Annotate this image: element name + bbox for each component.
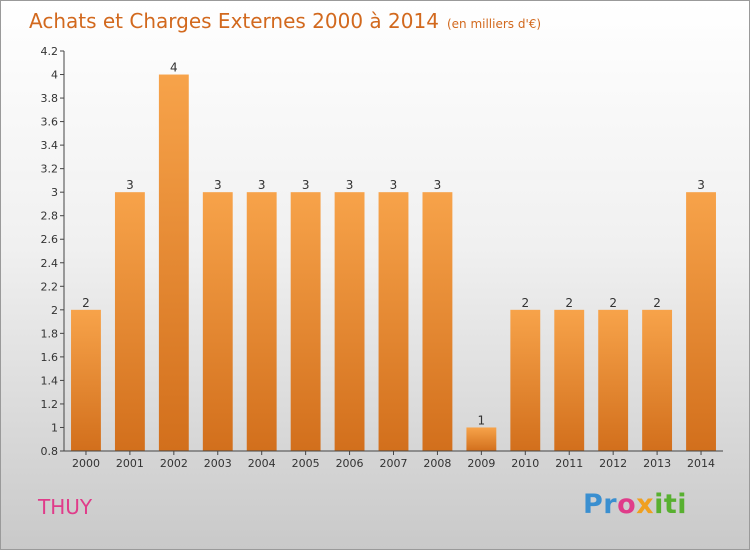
bar (554, 309, 585, 451)
bar-value-label: 3 (258, 178, 266, 192)
bar (202, 192, 233, 452)
bar (114, 192, 145, 452)
bar-value-label: 3 (434, 178, 442, 192)
bar (158, 74, 189, 451)
bar-value-label: 3 (697, 178, 705, 192)
bar (71, 309, 101, 451)
y-tick-label: 0.8 (41, 445, 59, 458)
title-text: Achats et Charges Externes 2000 à 2014 (29, 9, 439, 33)
bar (334, 192, 365, 452)
y-tick-label: 1.6 (41, 351, 59, 364)
x-tick-label: 2001 (116, 457, 144, 470)
x-tick-label: 2000 (72, 457, 100, 470)
bar-value-label: 3 (126, 178, 134, 192)
bar (598, 309, 629, 451)
x-tick-label: 2010 (511, 457, 539, 470)
bar (466, 427, 497, 451)
y-tick-label: 1 (51, 421, 58, 434)
bar (290, 192, 321, 452)
bar-value-label: 2 (609, 296, 617, 310)
bar (642, 309, 673, 451)
y-tick-label: 3.8 (41, 92, 59, 105)
logo-part: o (617, 489, 637, 520)
commune-name: THUY (38, 495, 93, 519)
bar-value-label: 2 (82, 296, 90, 310)
y-tick-label: 2 (51, 304, 58, 317)
y-tick-label: 1.8 (41, 327, 59, 340)
x-tick-label: 2014 (687, 457, 715, 470)
x-tick-label: 2011 (555, 457, 583, 470)
logo-part: Pr (583, 489, 618, 520)
bar-value-label: 2 (521, 296, 529, 310)
y-tick-label: 2.2 (41, 280, 59, 293)
x-tick-label: 2013 (643, 457, 671, 470)
y-tick-label: 1.2 (41, 398, 59, 411)
y-tick-label: 3.6 (41, 116, 59, 129)
bar-value-label: 3 (346, 178, 354, 192)
chart-title: Achats et Charges Externes 2000 à 2014 (e… (29, 9, 541, 33)
x-tick-label: 2004 (248, 457, 276, 470)
x-tick-label: 2007 (380, 457, 408, 470)
y-tick-label: 3 (51, 186, 58, 199)
x-tick-label: 2005 (292, 457, 320, 470)
bar-value-label: 2 (653, 296, 661, 310)
x-tick-label: 2006 (336, 457, 364, 470)
bar (246, 192, 277, 452)
y-tick-label: 2.4 (41, 257, 59, 270)
bar-value-label: 3 (302, 178, 310, 192)
y-tick-label: 4.2 (41, 45, 59, 58)
logo-part: x (636, 489, 655, 520)
x-tick-label: 2003 (204, 457, 232, 470)
x-axis: 2000 2001 2002 2003 2004 2005 2006 2007 2008 2009… (64, 450, 723, 470)
x-tick-label: 2009 (467, 457, 495, 470)
bar (378, 192, 409, 452)
y-axis: 0.8 1 1.2 1.4 1.6 1.8 2 2.2 2.4 2.6 2.8 3 3.2 3.4 3.6 3… (41, 45, 65, 458)
y-tick-label: 4 (51, 69, 58, 82)
bar-value-label: 2 (565, 296, 573, 310)
proxiti-logo: Proxiti (583, 489, 687, 520)
chart-subtitle: (en milliers d'€) (446, 17, 542, 31)
y-tick-label: 3.2 (41, 163, 59, 176)
y-tick-label: 2.6 (41, 233, 59, 246)
bar-value-label: 3 (390, 178, 398, 192)
y-tick-label: 1.4 (41, 374, 59, 387)
x-tick-label: 2008 (423, 457, 451, 470)
x-tick-label: 2012 (599, 457, 627, 470)
x-tick-label: 2002 (160, 457, 188, 470)
y-tick-label: 2.8 (41, 210, 59, 223)
bar (686, 192, 716, 452)
bar (422, 192, 453, 452)
bar-value-label: 1 (478, 413, 486, 427)
logo-part: iti (654, 489, 688, 520)
y-tick-label: 3.4 (41, 139, 59, 152)
bar (510, 309, 541, 451)
bars: 2 3 4 3 3 3 3 3 3 1 2 2 2 2 3 (71, 61, 716, 452)
bar-value-label: 4 (170, 61, 178, 75)
bar-value-label: 3 (214, 178, 222, 192)
